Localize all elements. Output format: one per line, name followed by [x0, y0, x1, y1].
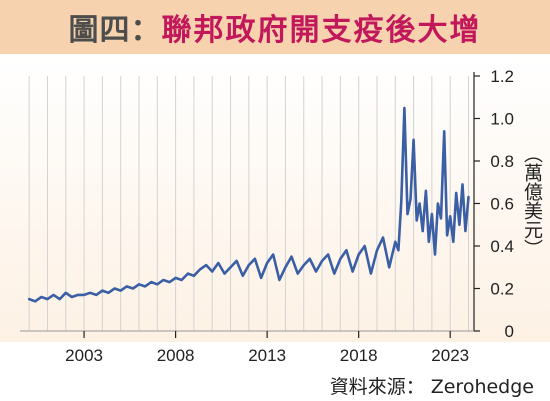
x-tick-label: 2008	[157, 346, 195, 365]
y-tick-label: 0.8	[490, 152, 514, 171]
title-bar: 圖四： 聯邦政府開支疫後大增	[0, 0, 550, 54]
chart-title: 聯邦政府開支疫後大增	[161, 14, 482, 47]
y-tick-label: 1.0	[490, 110, 514, 129]
x-tick-label: 2003	[65, 346, 103, 365]
x-tick-label: 2023	[431, 346, 469, 365]
y-tick-label: 1.2	[490, 67, 514, 86]
figure-number: 圖四：	[68, 14, 162, 47]
y-tick-label: 0.4	[490, 237, 514, 256]
y-tick-label: 0.6	[490, 195, 514, 214]
series-line	[27, 106, 470, 303]
x-tick-label: 2018	[340, 346, 378, 365]
x-tick-label: 2013	[248, 346, 286, 365]
y-tick-label: 0	[505, 322, 514, 341]
source-note: 資料來源： Zerohedge	[329, 376, 534, 398]
y-tick-label: 0.2	[490, 280, 514, 299]
y-axis-label: （萬億美元）	[521, 144, 543, 258]
